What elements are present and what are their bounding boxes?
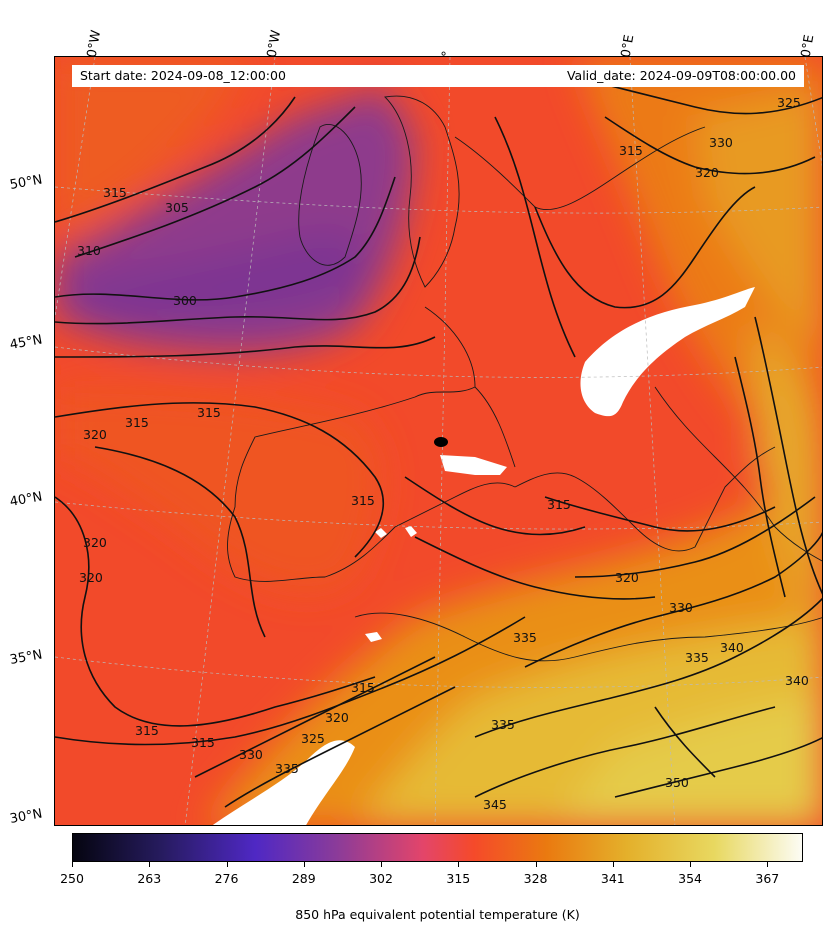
lat-label-40n: 40°N (8, 489, 44, 510)
colorbar-gradient (73, 834, 802, 861)
colorbar-tick-label: 276 (214, 871, 239, 886)
graticule (55, 57, 822, 825)
date-info-box: Start date: 2024-09-08_12:00:00 Valid_da… (72, 65, 804, 87)
contour-label-340-b: 340 (785, 673, 809, 688)
colorbar-tick (767, 862, 769, 867)
colorbar-tick (72, 862, 73, 867)
contour-label-350: 350 (665, 775, 689, 790)
contour-label-320-b: 320 (83, 535, 107, 550)
colorbar-tick (690, 862, 692, 867)
start-date-label: Start date: 2024-09-08_12:00:00 (80, 68, 286, 83)
colorbar-tick (381, 862, 383, 867)
contour-label-315-d: 315 (351, 493, 375, 508)
contour-label-320-d: 320 (615, 570, 639, 585)
contour-label-315: 315 (103, 185, 127, 200)
coastlines (227, 95, 822, 662)
contour-label-345: 345 (483, 797, 507, 812)
colorbar-tick-label: 263 (137, 871, 162, 886)
contour-label-325: 325 (301, 731, 325, 746)
contour-label-300: 300 (173, 293, 197, 308)
closed-contour-marker (434, 437, 448, 447)
colorbar-tick-label: 328 (523, 871, 548, 886)
colorbar-tick (535, 862, 537, 867)
lat-label-50n: 50°N (8, 172, 44, 193)
contour-labels: 315 305 310 300 315 315 320 320 320 315 … (77, 95, 809, 812)
colorbar-tick (149, 862, 151, 867)
contour-label-315-f: 315 (351, 680, 375, 695)
contour-lines (55, 76, 822, 808)
contour-label-330-c: 330 (709, 135, 733, 150)
contour-label-315-i: 315 (619, 143, 643, 158)
contour-label-335-d: 335 (491, 717, 515, 732)
contour-label-315-h: 315 (191, 735, 215, 750)
colorbar-tick (226, 862, 228, 867)
colorbar-tick (458, 862, 460, 867)
colorbar-tick-label: 289 (291, 871, 316, 886)
map-panel: 315 305 310 300 315 315 320 320 320 315 … (54, 56, 823, 826)
colorbar-tick-label: 302 (369, 871, 393, 886)
contour-label-325-b: 325 (777, 95, 801, 110)
colorbar-tick-label: 315 (446, 871, 471, 886)
contour-label-320-f: 320 (695, 165, 719, 180)
contour-label-315-e: 315 (547, 497, 571, 512)
contour-label-310: 310 (77, 243, 101, 258)
contour-label-330: 330 (669, 600, 693, 615)
colorbar-tick-label: 354 (678, 871, 703, 886)
valid-date-label: Valid_date: 2024-09-09T08:00:00.00 (566, 68, 796, 83)
contour-label-335-b: 335 (685, 650, 709, 665)
contour-label-335-c: 335 (275, 761, 299, 776)
missing-data-patches (212, 287, 755, 825)
contour-label-335: 335 (513, 630, 537, 645)
contour-label-320-c: 320 (79, 570, 103, 585)
lat-label-35n: 35°N (8, 647, 44, 668)
contour-label-320-e: 320 (325, 710, 349, 725)
contour-label-305: 305 (165, 200, 189, 215)
colorbar-tick-label: 341 (600, 871, 625, 886)
colorbar-ticks: 250 263 276 289 302 315 328 341 354 367 (60, 862, 803, 886)
theta-e-map: 315 305 310 300 315 315 320 320 320 315 … (55, 57, 822, 825)
colorbar-label: 850 hPa equivalent potential temperature… (295, 907, 580, 922)
contour-label-315-g: 315 (135, 723, 159, 738)
colorbar-tick-label: 250 (60, 871, 84, 886)
contour-label-330-b: 330 (239, 747, 263, 762)
lat-label-45n: 45°N (8, 332, 44, 353)
contour-label-315-b: 315 (125, 415, 149, 430)
colorbar (72, 833, 803, 862)
contour-label-315-c: 315 (197, 405, 221, 420)
colorbar-tick (612, 862, 614, 867)
contour-label-340: 340 (720, 640, 744, 655)
contour-label-320: 320 (83, 427, 107, 442)
colorbar-tick (303, 862, 305, 867)
colorbar-tick-label: 367 (755, 871, 780, 886)
lat-label-30n: 30°N (8, 806, 44, 827)
